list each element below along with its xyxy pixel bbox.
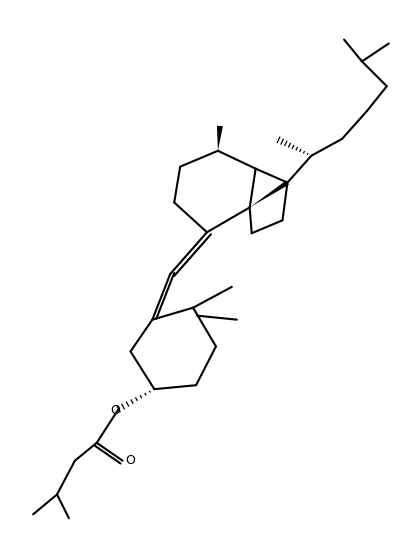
Polygon shape xyxy=(217,126,223,151)
Text: O: O xyxy=(126,454,136,467)
Polygon shape xyxy=(250,180,289,208)
Text: O: O xyxy=(111,403,120,417)
